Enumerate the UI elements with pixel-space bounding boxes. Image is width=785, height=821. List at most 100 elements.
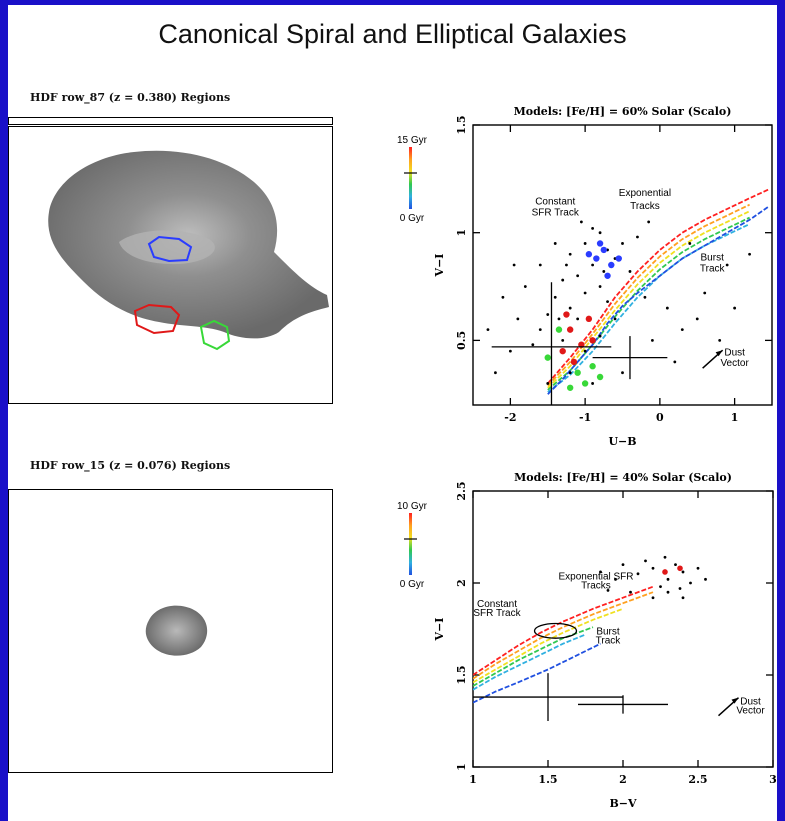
chart1-colorbar-top-label: 15 Gyr	[397, 135, 428, 146]
chart2-y-tick-label-3: 2.5	[455, 481, 468, 500]
chart1-annotation-7: Vector	[720, 358, 749, 369]
chart1-series-6-point-51	[579, 220, 583, 224]
chart2-annotation-5: Track	[596, 636, 622, 647]
region-green	[199, 319, 231, 351]
chart1-series-7-point-2	[608, 261, 615, 269]
chart2-x-tick-label-2: 2	[619, 773, 627, 786]
chart2-track-5	[473, 642, 601, 704]
chart1-series-8-point-2	[585, 315, 593, 323]
chart1-annotation-4: Burst	[701, 253, 725, 264]
chart2-y-tick-label-0: 1	[455, 763, 468, 771]
chart2-series-6-point-7	[644, 559, 647, 563]
chart1-series-6-point-34	[695, 317, 699, 321]
chart1-series-6-point-37	[703, 291, 707, 295]
chart1-series-6-point-27	[523, 285, 527, 288]
chart1-series-6-point-48	[688, 242, 692, 245]
chart2-series-6-point-5	[689, 581, 692, 585]
chart2-annotation-7: Vector	[736, 706, 765, 717]
chart1-series-6-point-38	[718, 338, 722, 342]
chart2-series-6-point-15	[651, 596, 655, 600]
chart1-series-8-point-4	[570, 358, 578, 366]
chart1-annotation-6: Dust	[724, 347, 745, 358]
chart2-series-6-point-2	[666, 577, 670, 581]
chart1-series-7-point-0	[593, 255, 600, 262]
chart2-y-tick-label-1: 1.5	[455, 665, 468, 684]
chart1-series-6-point-22	[598, 334, 602, 338]
chart2-annotation-2: Constant	[477, 599, 517, 610]
chart1-series-6-point-31	[643, 295, 647, 299]
galaxy-panel-1-title: HDF row_87 (z = 0.380) Regions	[30, 91, 231, 104]
chart1-plot-frame	[472, 124, 773, 406]
chart1-series-9-point-1	[581, 380, 589, 387]
chart1-plot-area	[486, 188, 769, 405]
chart2-series-6-point-13	[666, 590, 670, 594]
chart1-series-6-point-39	[733, 306, 737, 310]
chart1-series-9-point-5	[555, 326, 563, 333]
chart1-series-6-point-52	[602, 270, 606, 273]
chart1-series-7-point-3	[585, 251, 593, 258]
region-red	[133, 303, 181, 335]
chart1-series-6-point-24	[531, 343, 535, 347]
chart1-series-8-point-3	[559, 347, 566, 355]
chart2-x-tick-label-1: 1.5	[538, 773, 557, 786]
chart1-series-8-point-6	[563, 311, 570, 318]
chart1-series-6-point-20	[561, 338, 565, 342]
chart2-y-axis-label: V−I	[433, 618, 446, 642]
chart2-series-7-point-0	[662, 569, 668, 575]
chart1-series-6-point-2	[598, 231, 602, 235]
chart2-annotation-3: SFR Track	[473, 608, 521, 619]
chart1-x-tick-label-1: -1	[579, 411, 591, 424]
chart2-x-tick-label-4: 3	[769, 773, 777, 786]
chart2-series-6-point-14	[681, 596, 685, 600]
chart1-series-6-point-17	[628, 270, 632, 273]
galaxy-panel-2-title: HDF row_15 (z = 0.076) Regions	[30, 459, 231, 472]
chart2-x-axis-label: B−V	[609, 797, 637, 810]
region-blue	[147, 235, 193, 263]
chart1-track-0	[547, 188, 769, 385]
chart2-series-6-point-4	[674, 563, 677, 566]
chart2-track-2	[473, 607, 624, 684]
chart2-series-6-point-6	[659, 585, 662, 589]
chart1-series-9-point-3	[566, 384, 574, 391]
chart1-title: Models: [Fe/H] = 60% Solar (Scalo)	[514, 105, 732, 118]
page-title: Canonical Spiral and Elliptical Galaxies	[158, 19, 627, 49]
chart1-series-6-point-13	[568, 306, 572, 310]
chart1-y-tick-label-2: 1.5	[455, 115, 468, 134]
galaxy-1-svg	[48, 150, 330, 351]
chart2-series-6-point-9	[614, 577, 617, 581]
color-color-chart-1: Models: [Fe/H] = 60% Solar (Scalo) -2 -1 0 1…	[397, 105, 773, 448]
chart2-series-6-point-17	[606, 588, 610, 592]
chart1-series-9-point-2	[589, 363, 596, 370]
chart2-annotation-4: Burst	[596, 627, 620, 638]
figure-frame: Canonical Spiral and Elliptical Galaxies…	[8, 5, 777, 821]
chart2-annotation-0: Exponential SFR	[558, 571, 633, 582]
chart1-series-6-point-35	[651, 338, 654, 342]
chart2-dust-arrowhead	[731, 697, 739, 704]
chart2-title: Models: [Fe/H] = 40% Solar (Scalo)	[514, 471, 732, 484]
chart1-series-6-point-36	[673, 360, 677, 364]
chart2-track-4	[473, 633, 586, 691]
chart2-x-tick-label-3: 2.5	[688, 773, 707, 786]
chart1-series-6-point-12	[591, 226, 594, 230]
chart2-series-6-point-12	[704, 577, 707, 581]
chart1-dust-arrowhead	[715, 350, 723, 357]
chart1-series-6-point-28	[508, 349, 512, 353]
chart1-series-6-point-42	[546, 382, 550, 385]
chart2-track-0	[473, 585, 654, 676]
chart1-series-6-point-46	[486, 328, 490, 332]
chart1-x-axis-label: U−B	[608, 435, 636, 448]
chart1-series-7-point-4	[604, 272, 611, 279]
chart1-series-8-point-5	[589, 337, 596, 344]
chart1-series-6-point-8	[553, 295, 557, 299]
chart1-series-6-point-49	[725, 263, 729, 267]
galaxy-1-core	[119, 230, 215, 265]
chart2-y-tick-label-2: 2	[455, 579, 468, 587]
chart2-annotation-1: Tracks	[581, 581, 611, 592]
chart1-series-6-point-53	[565, 263, 568, 267]
chart2-colorbar-bottom-label: 0 Gyr	[400, 579, 425, 590]
chart2-series-6-point-1	[651, 566, 655, 570]
chart1-series-6-point-3	[591, 263, 594, 267]
chart1-series-6-point-30	[553, 242, 557, 245]
chart1-series-6-point-10	[598, 285, 602, 288]
chart1-annotation-3: Tracks	[630, 201, 660, 212]
